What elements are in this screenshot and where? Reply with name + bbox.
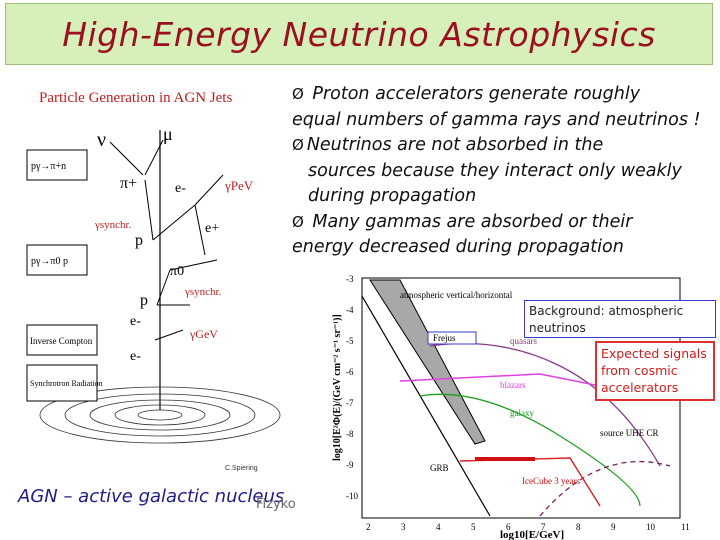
bullet-list: Ø Proton accelerators generate roughly e…: [292, 82, 720, 261]
x-tick-label: 6: [506, 522, 511, 532]
atmospheric-band: [369, 279, 486, 445]
particle-e-minus-3: e-: [130, 349, 141, 364]
y-tick-label: -8: [346, 429, 354, 439]
label-atmospheric: atmospheric vertical/horizontal: [400, 290, 513, 300]
source-curve: [539, 460, 671, 517]
y-tick-label: -4: [346, 305, 354, 315]
x-tick-label: 7: [541, 522, 546, 532]
particle-pi-plus: π+: [120, 175, 137, 192]
footer-agn-caption: AGN – active galactic nucleus: [18, 486, 285, 507]
galaxy-disk: [39, 386, 281, 444]
title-bar: High-Energy Neutrino Astrophysics: [5, 3, 713, 65]
plot-xlabel: log10[E/GeV]: [500, 529, 564, 540]
particle-p-2: p: [140, 292, 148, 309]
process-label-3: Inverse Compton: [30, 336, 93, 346]
bullet-2-text: Neutrinos are not absorbed in the: [306, 135, 604, 155]
particle-nu: ν: [97, 129, 106, 151]
bullet-3-cont: energy decreased during propagation: [292, 237, 624, 257]
bullet-1-text: Proton accelerators generate roughly: [312, 84, 641, 104]
y-tick-label: -10: [346, 491, 358, 501]
process-boxes: pγ→π+n pγ→π0 p Inverse Compton Synchrotr…: [26, 149, 103, 402]
label-frejus: Frejus: [433, 333, 456, 343]
particle-e-minus-2: e-: [130, 314, 141, 329]
slide-title: High-Energy Neutrino Astrophysics: [62, 14, 656, 54]
bullet-3: Ø Many gammas are absorbed or their ener…: [292, 210, 720, 261]
bullet-1: Ø Proton accelerators generate roughly e…: [292, 82, 720, 133]
arrow-bullet-icon: Ø: [292, 212, 304, 231]
agn-particle-diagram: Particle Generation in AGN Jets pγ→π+n p…: [25, 80, 295, 480]
footer-fragment: Fizyko: [256, 497, 296, 512]
x-tick-label: 4: [436, 522, 441, 532]
process-label-2: pγ→π0 p: [31, 256, 68, 267]
label-grb: GRB: [430, 463, 449, 473]
arrow-bullet-icon: Ø: [292, 85, 304, 103]
label-quasars: quasars: [510, 336, 537, 346]
diagram-credit: C.Spiering: [225, 465, 258, 472]
label-blazars: blazars: [500, 380, 526, 390]
plot-ylabel: log10[E²Φ(E)/(GeV cm⁻² s⁻¹ sr⁻¹)]: [332, 314, 343, 461]
galaxy-curve: [419, 393, 641, 507]
bullet-3-text: Many gammas are absorbed or their: [312, 211, 633, 232]
y-tick-label: -6: [346, 367, 354, 377]
particle-gamma-synchr-2: γsynchr.: [184, 286, 222, 298]
particle-gamma-pev: γPeV: [224, 178, 254, 193]
atm-curve: [361, 295, 491, 517]
particle-gamma-synchr-1: γsynchr.: [94, 219, 132, 231]
particle-p-1: p: [135, 232, 143, 249]
x-tick-labels: 2 3 4 5 6 7 8 9 10 11: [366, 522, 690, 532]
bullet-2: Ø Neutrinos are not absorbed in the sourc…: [292, 133, 720, 210]
particle-e-plus: e+: [205, 221, 219, 236]
x-tick-label: 9: [611, 522, 616, 532]
process-label-1: pγ→π+n: [31, 161, 66, 172]
label-galaxy: galaxy: [510, 408, 534, 418]
particle-mu: μ: [163, 124, 173, 144]
x-tick-label: 11: [681, 522, 690, 532]
particle-pi0: π0: [170, 264, 184, 279]
label-icecube: IceCube 3 years: [522, 476, 580, 486]
y-tick-label: -9: [346, 460, 354, 470]
particle-e-minus-1: e-: [175, 181, 186, 196]
bullet-2-cont: sources because they interact only weakl…: [308, 160, 682, 207]
blazars-curve: [399, 373, 601, 387]
y-tick-labels: -3 -4 -5 -6 -7 -8 -9 -10: [346, 274, 358, 501]
particle-gamma-gev: γGeV: [189, 327, 218, 341]
y-tick-label: -5: [346, 336, 354, 346]
label-source: source UHE CR: [600, 428, 659, 438]
x-tick-label: 8: [576, 522, 581, 532]
process-label-4: Synchrotron Radiation: [30, 379, 103, 388]
diagram-heading: Particle Generation in AGN Jets: [39, 90, 232, 106]
arrow-bullet-icon: Ø: [292, 136, 304, 154]
x-tick-label: 10: [646, 522, 656, 532]
y-tick-label: -7: [346, 398, 354, 408]
y-tick-label: -3: [346, 274, 354, 284]
bullet-1-cont: equal numbers of gamma rays and neutrino…: [292, 109, 701, 130]
signals-annotation: Expected signals from cosmic accelerator…: [595, 341, 715, 401]
x-tick-label: 2: [366, 522, 371, 532]
x-tick-label: 3: [401, 522, 406, 532]
background-annotation: Background: atmospheric neutrinos: [524, 300, 716, 338]
x-tick-label: 5: [471, 522, 476, 532]
